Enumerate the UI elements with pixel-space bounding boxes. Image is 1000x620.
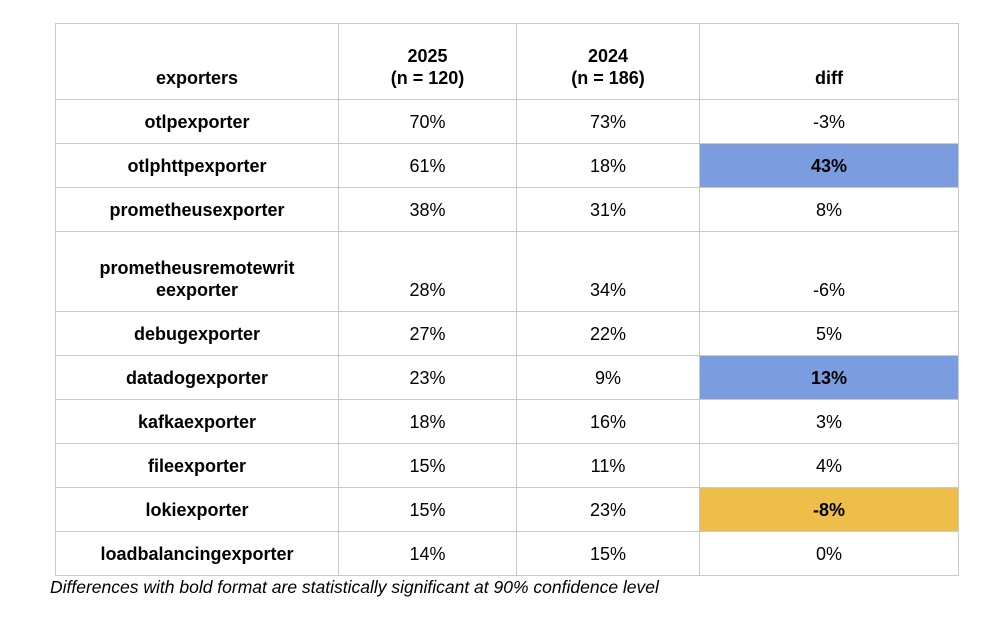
value-2024-cell: 16% <box>516 399 700 444</box>
value-2025-cell: 38% <box>338 187 517 232</box>
exporter-name-cell: debugexporter <box>55 311 339 356</box>
header-row: exporters 2025 (n = 120) 2024 (n = 186) … <box>55 23 959 100</box>
value-2024-cell: 31% <box>516 187 700 232</box>
exporters-table-container: exporters 2025 (n = 120) 2024 (n = 186) … <box>55 23 959 576</box>
value-2025-cell: 14% <box>338 531 517 576</box>
table-row: prometheusexporter 38% 31% 8% <box>55 187 959 232</box>
diff-cell: 5% <box>699 311 959 356</box>
col-header-diff: diff <box>699 23 959 100</box>
diff-cell: 4% <box>699 443 959 488</box>
table-row: kafkaexporter 18% 16% 3% <box>55 399 959 444</box>
value-2025-cell: 18% <box>338 399 517 444</box>
exporter-name-cell: loadbalancingexporter <box>55 531 339 576</box>
diff-cell: 3% <box>699 399 959 444</box>
table-row: lokiexporter 15% 23% -8% <box>55 487 959 532</box>
value-2024-cell: 22% <box>516 311 700 356</box>
value-2025-cell: 15% <box>338 487 517 532</box>
exporter-name-cell: otlpexporter <box>55 99 339 144</box>
value-2025-cell: 27% <box>338 311 517 356</box>
col-header-2024: 2024 (n = 186) <box>516 23 700 100</box>
exporter-name-cell: lokiexporter <box>55 487 339 532</box>
table-row: otlpexporter 70% 73% -3% <box>55 99 959 144</box>
diff-cell: -6% <box>699 231 959 312</box>
exporters-table: exporters 2025 (n = 120) 2024 (n = 186) … <box>55 23 959 576</box>
exporter-name-cell: otlphttpexporter <box>55 143 339 188</box>
value-2024-cell: 23% <box>516 487 700 532</box>
value-2025-cell: 28% <box>338 231 517 312</box>
col-header-2025-n: (n = 120) <box>390 68 465 89</box>
diff-cell: -3% <box>699 99 959 144</box>
exporter-name-cell: kafkaexporter <box>55 399 339 444</box>
value-2025-cell: 23% <box>338 355 517 400</box>
diff-cell: -8% <box>699 487 959 532</box>
value-2024-cell: 11% <box>516 443 700 488</box>
diff-cell: 43% <box>699 143 959 188</box>
value-2024-cell: 73% <box>516 99 700 144</box>
significance-footnote: Differences with bold format are statist… <box>50 577 659 597</box>
col-header-2025-year: 2025 <box>407 46 448 67</box>
value-2024-cell: 18% <box>516 143 700 188</box>
col-header-2024-year: 2024 <box>587 46 629 67</box>
value-2025-cell: 70% <box>338 99 517 144</box>
col-header-2025: 2025 (n = 120) <box>338 23 517 100</box>
table-row: loadbalancingexporter 14% 15% 0% <box>55 531 959 576</box>
value-2024-cell: 34% <box>516 231 700 312</box>
table-row: prometheusremotewrit eexporter 28% 34% -… <box>55 231 959 312</box>
table-row: otlphttpexporter 61% 18% 43% <box>55 143 959 188</box>
exporter-name-cell: datadogexporter <box>55 355 339 400</box>
value-2024-cell: 9% <box>516 355 700 400</box>
diff-cell: 0% <box>699 531 959 576</box>
exporter-name-cell: prometheusremotewrit eexporter <box>55 231 339 312</box>
table-row: fileexporter 15% 11% 4% <box>55 443 959 488</box>
col-header-exporters: exporters <box>55 23 339 100</box>
diff-cell: 13% <box>699 355 959 400</box>
value-2024-cell: 15% <box>516 531 700 576</box>
exporter-name-cell: fileexporter <box>55 443 339 488</box>
diff-cell: 8% <box>699 187 959 232</box>
value-2025-cell: 61% <box>338 143 517 188</box>
table-row: debugexporter 27% 22% 5% <box>55 311 959 356</box>
table-row: datadogexporter 23% 9% 13% <box>55 355 959 400</box>
exporter-name-cell: prometheusexporter <box>55 187 339 232</box>
col-header-2024-n: (n = 186) <box>571 68 645 89</box>
value-2025-cell: 15% <box>338 443 517 488</box>
